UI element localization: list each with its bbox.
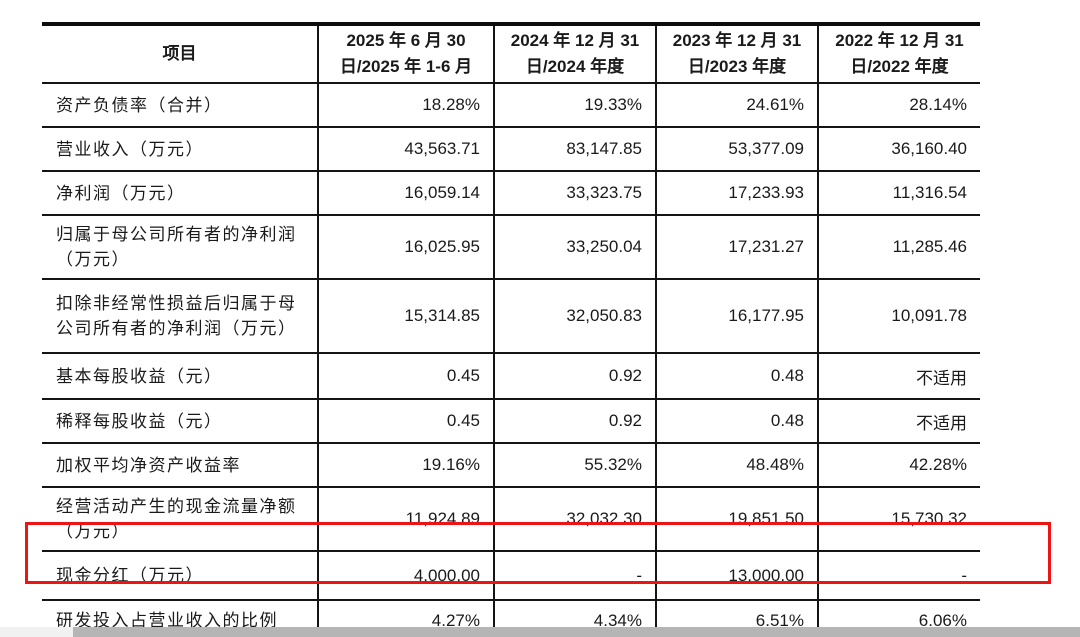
row-value: 11,924.89 — [317, 487, 494, 552]
row-value: 48.48% — [655, 443, 818, 488]
row-value: 0.92 — [493, 353, 656, 400]
row-label: 资产负债率（合并） — [42, 83, 318, 128]
row-value: 0.48 — [655, 353, 818, 400]
column-header-period-4: 2022 年 12 月 31 日/2022 年度 — [817, 24, 980, 84]
row-value: 4,000.00 — [317, 551, 494, 601]
row-value: 55.32% — [493, 443, 656, 488]
row-value: 0.45 — [317, 399, 494, 444]
row-value: 16,059.14 — [317, 171, 494, 216]
table-row: 资产负债率（合并） 18.28% 19.33% 24.61% 28.14% — [42, 83, 980, 128]
horizontal-scrollbar[interactable] — [0, 627, 1080, 637]
column-header-period-2: 2024 年 12 月 31 日/2024 年度 — [493, 24, 656, 84]
row-value: 16,177.95 — [655, 279, 818, 354]
row-value: 15,730.32 — [817, 487, 980, 552]
row-value: 16,025.95 — [317, 215, 494, 280]
row-value: 11,285.46 — [817, 215, 980, 280]
row-value: 19.16% — [317, 443, 494, 488]
row-value: 15,314.85 — [317, 279, 494, 354]
row-label: 现金分红（万元） — [42, 551, 318, 601]
row-value: 13,000.00 — [655, 551, 818, 601]
row-value: 19,851.50 — [655, 487, 818, 552]
table-body: 资产负债率（合并） 18.28% 19.33% 24.61% 28.14% 营业收入（万元… — [42, 83, 980, 637]
row-value: 43,563.71 — [317, 127, 494, 172]
row-value: 0.48 — [655, 399, 818, 444]
row-value: 42.28% — [817, 443, 980, 488]
row-value: 18.28% — [317, 83, 494, 128]
row-value: 17,233.93 — [655, 171, 818, 216]
table-row: 净利润（万元） 16,059.14 33,323.75 17,233.93 11,316… — [42, 171, 980, 216]
table-row: 加权平均净资产收益率 19.16% 55.32% 48.48% 42.28% — [42, 443, 980, 488]
row-label: 归属于母公司所有者的净利润（万元） — [42, 215, 318, 280]
row-value: 33,323.75 — [493, 171, 656, 216]
row-label: 经营活动产生的现金流量净额（万元） — [42, 487, 318, 552]
row-value: 19.33% — [493, 83, 656, 128]
table-row: 稀释每股收益（元） 0.45 0.92 0.48 不适用 — [42, 399, 980, 444]
row-value: 83,147.85 — [493, 127, 656, 172]
row-label: 加权平均净资产收益率 — [42, 443, 318, 488]
row-value: 32,050.83 — [493, 279, 656, 354]
header-row: 项目 2025 年 6 月 30 日/2025 年 1-6 月 2024 年 12 … — [42, 24, 980, 84]
row-value: 33,250.04 — [493, 215, 656, 280]
row-value: 0.92 — [493, 399, 656, 444]
row-value: - — [817, 551, 980, 601]
table-row: 归属于母公司所有者的净利润（万元） 16,025.95 33,250.04 17,23… — [42, 215, 980, 280]
row-value: 不适用 — [817, 353, 980, 400]
column-header-period-1: 2025 年 6 月 30 日/2025 年 1-6 月 — [317, 24, 494, 84]
row-value: - — [493, 551, 656, 601]
row-label: 稀释每股收益（元） — [42, 399, 318, 444]
row-value: 24.61% — [655, 83, 818, 128]
row-label: 营业收入（万元） — [42, 127, 318, 172]
row-value: 53,377.09 — [655, 127, 818, 172]
row-value: 17,231.27 — [655, 215, 818, 280]
row-label: 净利润（万元） — [42, 171, 318, 216]
table-row: 基本每股收益（元） 0.45 0.92 0.48 不适用 — [42, 353, 980, 400]
financial-summary-table: 项目 2025 年 6 月 30 日/2025 年 1-6 月 2024 年 12 … — [42, 22, 980, 637]
row-value: 不适用 — [817, 399, 980, 444]
table-row: 经营活动产生的现金流量净额（万元） 11,924.89 32,032.30 19,85… — [42, 487, 980, 552]
table-row: 扣除非经常性损益后归属于母公司所有者的净利润（万元） 15,314.85 32,05… — [42, 279, 980, 354]
table-row-highlighted: 现金分红（万元） 4,000.00-13,000.00- — [42, 551, 980, 601]
scrollbar-thumb[interactable] — [73, 627, 1080, 637]
row-label: 基本每股收益（元） — [42, 353, 318, 400]
row-value: 36,160.40 — [817, 127, 980, 172]
row-value: 28.14% — [817, 83, 980, 128]
column-header-item: 项目 — [42, 24, 318, 84]
row-value: 32,032.30 — [493, 487, 656, 552]
row-label: 扣除非经常性损益后归属于母公司所有者的净利润（万元） — [42, 279, 318, 354]
column-header-period-3: 2023 年 12 月 31 日/2023 年度 — [655, 24, 818, 84]
row-value: 10,091.78 — [817, 279, 980, 354]
table-row: 营业收入（万元） 43,563.71 83,147.85 53,377.09 36,16… — [42, 127, 980, 172]
row-value: 11,316.54 — [817, 171, 980, 216]
row-value: 0.45 — [317, 353, 494, 400]
